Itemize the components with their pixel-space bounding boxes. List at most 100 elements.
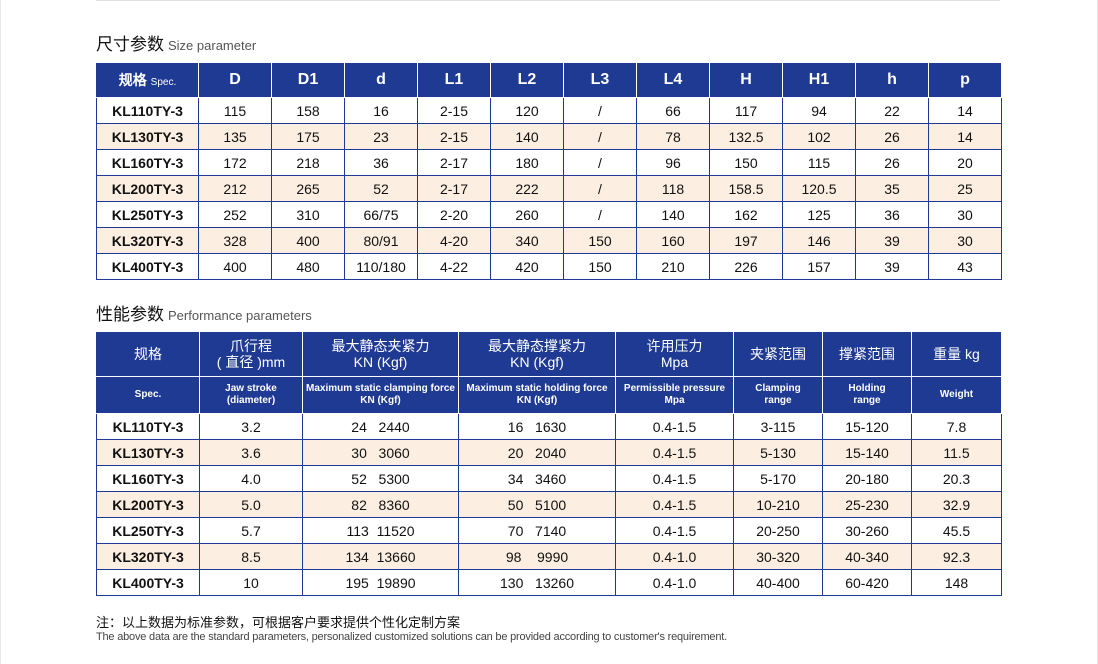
value-cell: 5.7 (199, 517, 303, 544)
value-cell: 226 (709, 253, 783, 280)
table-row: KL110TY-3 115 158 16 2-15 120/66 117 94 22 14 (96, 97, 1002, 124)
size-section-title: 尺寸参数 Size parameter (96, 30, 256, 55)
value-cell: 20-250 (733, 517, 823, 544)
perf-header-cn-line: 许用压力 (646, 338, 703, 354)
perf-header-cn-line: 爪行程 (230, 338, 272, 354)
spec-cell: KL320TY-3 (96, 227, 199, 254)
value-cell: 15-120 (822, 413, 912, 440)
value-cell: 4-22 (417, 253, 491, 280)
value-cell: 210 (636, 253, 710, 280)
value-cell: 78 (636, 123, 710, 150)
spec-cell: KL130TY-3 (96, 439, 200, 466)
value-cell: 80/91 (344, 227, 418, 254)
perf-header-en-line: Holding (848, 383, 886, 394)
size-header-d-2: d (344, 62, 418, 98)
value-cell: 180 (490, 149, 564, 176)
note-cn: 注：以上数据为标准参数，可根据客户要求提供个性化定制方案 (96, 615, 461, 630)
perf-header-cn-5: 夹紧范围 (733, 331, 823, 377)
size-header-d1-1: D1 (271, 62, 345, 98)
value-cell: 45.5 (911, 517, 1002, 544)
value-cell: 70 7140 (458, 517, 616, 544)
perf-header-en-line: Weight (939, 389, 974, 400)
perf-header-en-line: Clamping (755, 383, 801, 394)
value-cell: 52 (344, 175, 418, 202)
value-cell: 14 (928, 123, 1002, 150)
value-cell: 26 (855, 149, 929, 176)
value-cell: 400 (198, 253, 272, 280)
perf-header-en-4: Permissible pressure Mpa (615, 376, 734, 414)
value-cell: 20.3 (911, 465, 1002, 492)
size-title-en: Size parameter (168, 38, 257, 53)
size-header-spec-cn: 规格 (118, 72, 147, 88)
perf-header-en-5: Clamping range (733, 376, 823, 414)
note-en: The above data are the standard paramete… (96, 631, 727, 643)
value-cell: 252 (198, 201, 272, 228)
table-row: KL400TY-3 10 195 19890 130 13260 0.4-1.0 40-4… (96, 569, 1002, 596)
value-cell: 50 5100 (458, 491, 616, 518)
value-cell: 20 (928, 149, 1002, 176)
value-cell: 420 (490, 253, 564, 280)
value-cell: 212 (198, 175, 272, 202)
value-cell: 158 (271, 97, 345, 124)
value-cell: 92.3 (911, 543, 1002, 570)
table-row: KL320TY-3 8.5 134 13660 98 9990 0.4-1.0 30-32… (96, 543, 1002, 570)
value-cell: 25-230 (822, 491, 912, 518)
size-parameter-table: 规格 Spec. D D1 d L1 L2 L3 L4 H H1 h p KL110TY-3 115 1… (96, 62, 1002, 280)
value-cell: 150 (563, 253, 637, 280)
value-cell: 16 (344, 97, 418, 124)
perf-header-en-6: Holding range (822, 376, 912, 414)
value-cell: 39 (855, 227, 929, 254)
value-cell: 400 (271, 227, 345, 254)
size-header-l3-5: L3 (563, 62, 637, 98)
value-cell: 140 (636, 201, 710, 228)
value-cell: 102 (782, 123, 856, 150)
perf-header-en-line: range (853, 395, 881, 406)
value-cell: 7.8 (911, 413, 1002, 440)
value-cell: 134 13660 (302, 543, 459, 570)
value-cell: 10 (199, 569, 303, 596)
size-header-spec: 规格 Spec. (96, 62, 199, 98)
value-cell: / (563, 201, 637, 228)
value-cell: 195 19890 (302, 569, 459, 596)
perf-header-cn-line: 最大静态撑紧力 (488, 338, 586, 354)
perf-header-cn-line: KN (Kgf) (510, 354, 564, 370)
spec-cell: KL250TY-3 (96, 517, 200, 544)
perf-header-en-line: (diameter) (226, 395, 276, 406)
value-cell: 328 (198, 227, 272, 254)
value-cell: 35 (855, 175, 929, 202)
perf-header-en-0: Spec. (96, 376, 200, 414)
perf-header-en-line: Maximum static holding force (466, 383, 608, 394)
value-cell: 218 (271, 149, 345, 176)
perf-header-en-line: Spec. (134, 389, 162, 400)
value-cell: 150 (709, 149, 783, 176)
size-header-h-9: h (855, 62, 929, 98)
value-cell: / (563, 97, 637, 124)
perf-table-body: KL110TY-3 3.2 24 2440 16 1630 0.4-1.5 3-115 15… (96, 413, 1002, 596)
table-row: KL130TY-3 3.6 30 3060 20 2040 0.4-1.5 5-130 15… (96, 439, 1002, 466)
size-table-header: 规格 Spec. D D1 d L1 L2 L3 L4 H H1 h p (96, 62, 1002, 98)
page-border-left (0, 0, 1, 664)
value-cell: / (563, 123, 637, 150)
value-cell: 3-115 (733, 413, 823, 440)
value-cell: 2-17 (417, 175, 491, 202)
perf-header-en-line: KN (Kgf) (360, 395, 401, 406)
value-cell: 115 (198, 97, 272, 124)
table-row: KL250TY-3 252 310 66/75 2-20 260/140 162 125 36 3… (96, 201, 1002, 228)
value-cell: 140 (490, 123, 564, 150)
spec-cell: KL400TY-3 (96, 569, 200, 596)
value-cell: 0.4-1.5 (615, 465, 734, 492)
value-cell: 5.0 (199, 491, 303, 518)
value-cell: 96 (636, 149, 710, 176)
table-row: KL160TY-3 4.0 52 5300 34 3460 0.4-1.5 5-170 20… (96, 465, 1002, 492)
perf-title-en: Performance parameters (168, 308, 312, 323)
value-cell: 30 (928, 227, 1002, 254)
value-cell: 175 (271, 123, 345, 150)
table-row: KL250TY-3 5.7 113 11520 70 7140 0.4-1.5 20-25… (96, 517, 1002, 544)
size-header-spec-en: Spec. (150, 77, 177, 88)
value-cell: 113 11520 (302, 517, 459, 544)
value-cell: 0.4-1.0 (615, 543, 734, 570)
value-cell: 52 5300 (302, 465, 459, 492)
value-cell: 5-170 (733, 465, 823, 492)
perf-header-cn-line: 规格 (134, 346, 162, 362)
value-cell: 480 (271, 253, 345, 280)
